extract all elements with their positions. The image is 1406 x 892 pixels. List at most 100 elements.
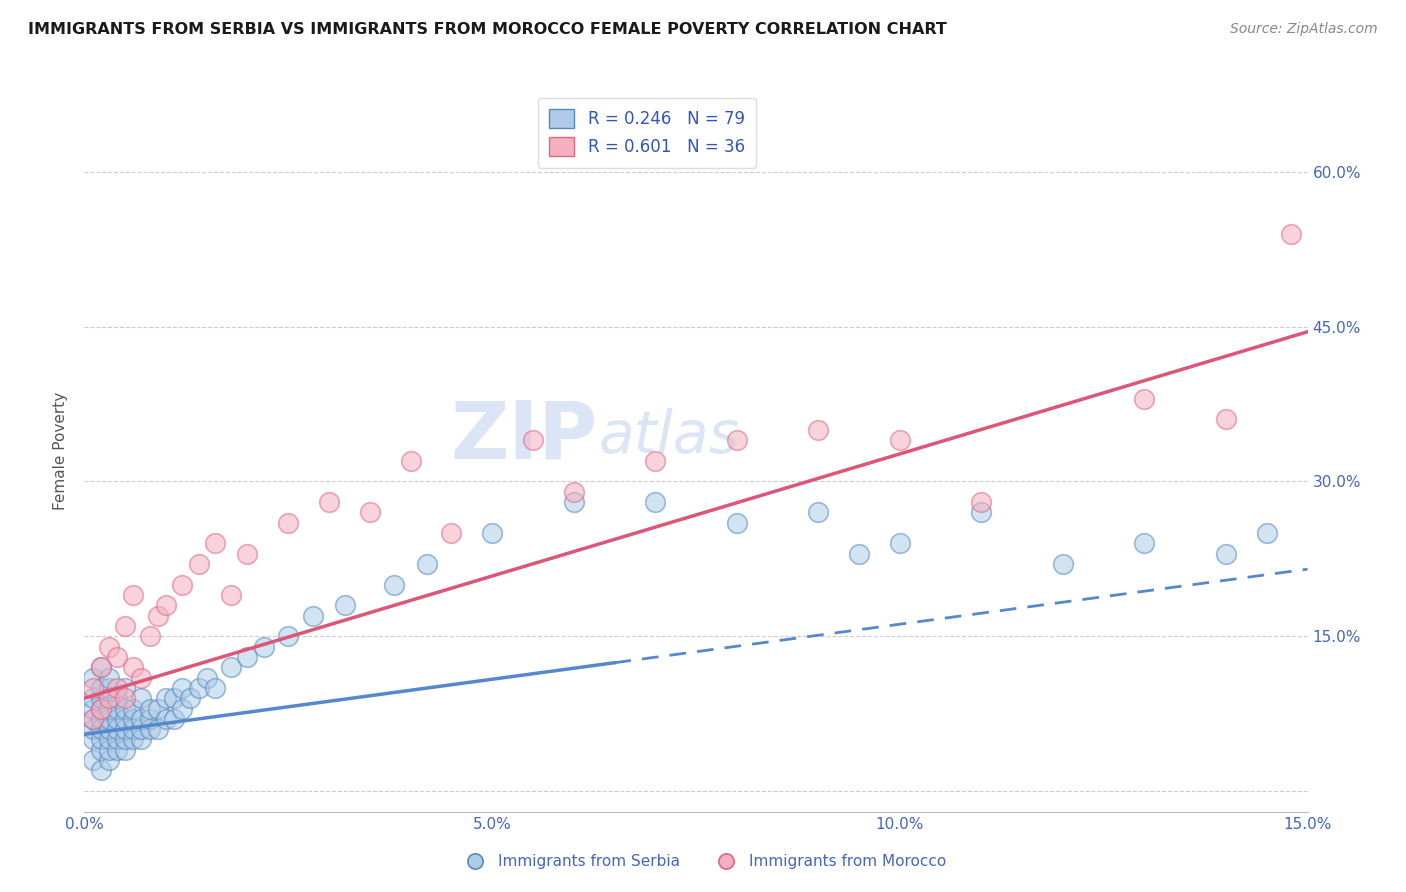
Point bbox=[97, 691, 120, 706]
Point bbox=[131, 671, 153, 685]
Point bbox=[562, 484, 585, 499]
Point bbox=[122, 660, 145, 674]
Point bbox=[97, 671, 120, 685]
Point bbox=[359, 505, 381, 519]
Point bbox=[219, 660, 242, 674]
Point bbox=[90, 732, 112, 747]
Point bbox=[114, 691, 136, 706]
Point bbox=[122, 712, 145, 726]
Point bbox=[562, 495, 585, 509]
Text: IMMIGRANTS FROM SERBIA VS IMMIGRANTS FROM MOROCCO FEMALE POVERTY CORRELATION CHA: IMMIGRANTS FROM SERBIA VS IMMIGRANTS FRO… bbox=[28, 22, 948, 37]
Point bbox=[131, 712, 153, 726]
Point bbox=[301, 608, 323, 623]
Point bbox=[97, 722, 120, 736]
Point bbox=[416, 557, 439, 571]
Point bbox=[138, 629, 160, 643]
Point bbox=[1215, 412, 1237, 426]
Legend: Immigrants from Serbia, Immigrants from Morocco: Immigrants from Serbia, Immigrants from … bbox=[454, 848, 952, 875]
Point bbox=[195, 671, 218, 685]
Point bbox=[807, 423, 830, 437]
Point bbox=[163, 712, 186, 726]
Point bbox=[236, 649, 259, 664]
Point bbox=[1215, 547, 1237, 561]
Point bbox=[90, 681, 112, 695]
Point bbox=[97, 640, 120, 654]
Point bbox=[122, 701, 145, 715]
Point bbox=[122, 732, 145, 747]
Point bbox=[440, 526, 463, 541]
Point bbox=[82, 732, 104, 747]
Point bbox=[163, 691, 186, 706]
Point bbox=[105, 722, 128, 736]
Point bbox=[889, 433, 911, 447]
Point bbox=[82, 712, 104, 726]
Point bbox=[114, 743, 136, 757]
Point bbox=[131, 691, 153, 706]
Text: Source: ZipAtlas.com: Source: ZipAtlas.com bbox=[1230, 22, 1378, 37]
Point bbox=[318, 495, 340, 509]
Point bbox=[155, 599, 177, 613]
Point bbox=[399, 454, 422, 468]
Point bbox=[97, 743, 120, 757]
Point bbox=[889, 536, 911, 550]
Point bbox=[114, 732, 136, 747]
Point bbox=[1256, 526, 1278, 541]
Point bbox=[382, 577, 405, 591]
Point bbox=[146, 608, 169, 623]
Point bbox=[219, 588, 242, 602]
Point bbox=[105, 712, 128, 726]
Point bbox=[97, 753, 120, 767]
Point bbox=[97, 732, 120, 747]
Point bbox=[1279, 227, 1302, 241]
Point bbox=[82, 681, 104, 695]
Point bbox=[236, 547, 259, 561]
Point bbox=[90, 722, 112, 736]
Point bbox=[138, 701, 160, 715]
Legend: R = 0.246   N = 79, R = 0.601   N = 36: R = 0.246 N = 79, R = 0.601 N = 36 bbox=[537, 97, 756, 168]
Point bbox=[114, 619, 136, 633]
Point bbox=[172, 577, 194, 591]
Point bbox=[204, 681, 226, 695]
Point bbox=[114, 681, 136, 695]
Point bbox=[172, 701, 194, 715]
Point bbox=[82, 722, 104, 736]
Point bbox=[172, 681, 194, 695]
Point bbox=[90, 660, 112, 674]
Point bbox=[807, 505, 830, 519]
Point bbox=[82, 671, 104, 685]
Point bbox=[82, 712, 104, 726]
Point bbox=[970, 495, 993, 509]
Point bbox=[335, 599, 357, 613]
Point bbox=[179, 691, 201, 706]
Point bbox=[155, 712, 177, 726]
Point bbox=[644, 454, 666, 468]
Point bbox=[82, 753, 104, 767]
Point bbox=[970, 505, 993, 519]
Point bbox=[1133, 392, 1156, 406]
Point bbox=[114, 701, 136, 715]
Point bbox=[187, 557, 209, 571]
Point bbox=[105, 649, 128, 664]
Point bbox=[138, 722, 160, 736]
Point bbox=[97, 712, 120, 726]
Text: atlas: atlas bbox=[598, 408, 740, 465]
Point bbox=[114, 712, 136, 726]
Point bbox=[90, 764, 112, 778]
Point bbox=[522, 433, 544, 447]
Point bbox=[277, 516, 299, 530]
Point bbox=[90, 691, 112, 706]
Point bbox=[90, 743, 112, 757]
Point bbox=[122, 588, 145, 602]
Point bbox=[82, 701, 104, 715]
Point bbox=[105, 691, 128, 706]
Point bbox=[481, 526, 503, 541]
Point bbox=[138, 712, 160, 726]
Point bbox=[187, 681, 209, 695]
Point bbox=[1133, 536, 1156, 550]
Point bbox=[114, 722, 136, 736]
Point bbox=[90, 701, 112, 715]
Point bbox=[725, 516, 748, 530]
Point bbox=[105, 743, 128, 757]
Point bbox=[277, 629, 299, 643]
Point bbox=[131, 732, 153, 747]
